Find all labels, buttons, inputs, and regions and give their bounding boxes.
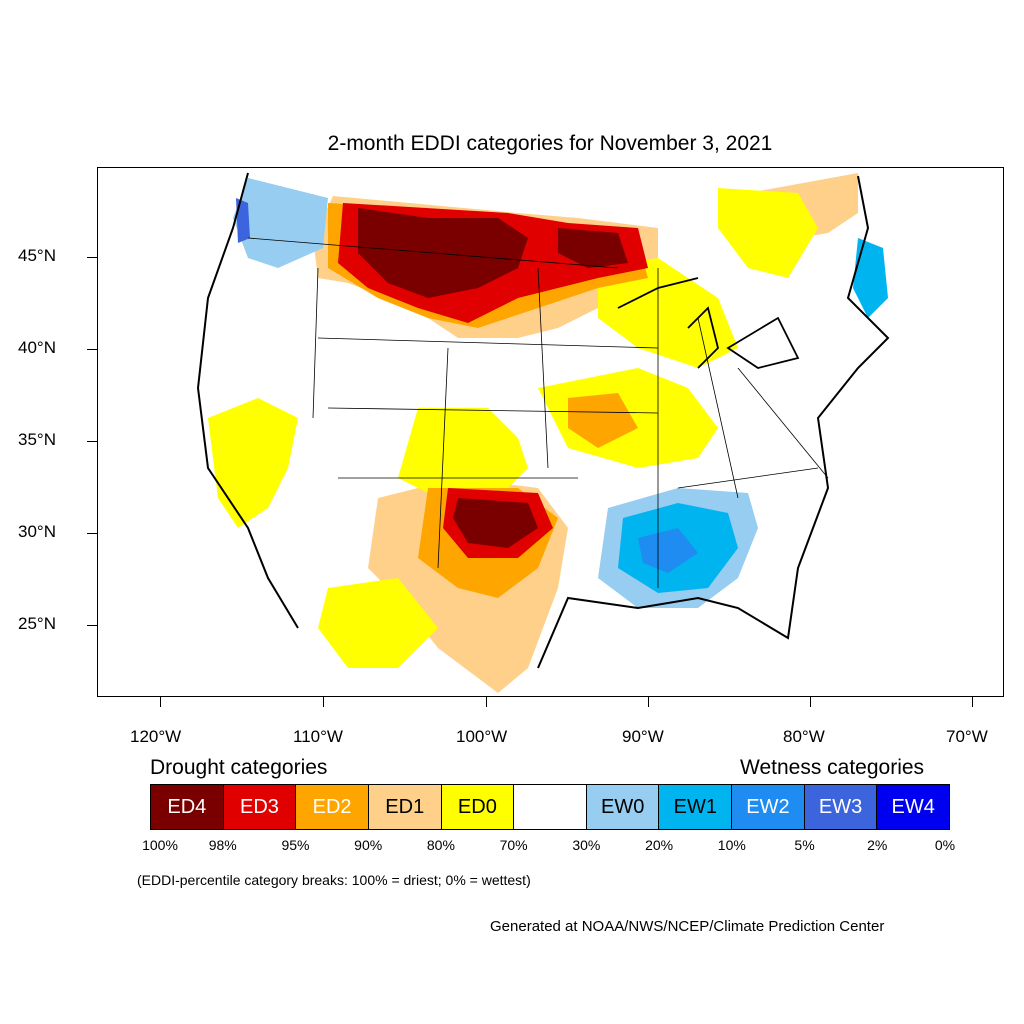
drought-categories-heading: Drought categories: [150, 756, 328, 779]
lon-label: 100°W: [456, 727, 508, 746]
lon-label: 90°W: [622, 727, 664, 746]
lon-label: 120°W: [130, 727, 182, 746]
lat-tick-30: [87, 533, 97, 534]
legend-break-label: 100%: [142, 837, 178, 853]
legend-break-label: 10%: [717, 837, 746, 853]
legend-swatch: EW2: [732, 785, 805, 829]
lat-label: 45°N: [18, 246, 56, 265]
lat-label: 40°N: [18, 338, 56, 357]
legend-swatch: EW0: [586, 785, 660, 829]
ew3-region-northwest: [236, 198, 250, 243]
legend-swatch: [514, 785, 587, 829]
ew-region-newengland: [853, 238, 888, 318]
lat-label: 30°N: [18, 522, 56, 541]
lat-label: 35°N: [18, 430, 56, 449]
lon-tick-70: [972, 697, 973, 707]
lat-tick-45: [87, 257, 97, 258]
lon-label: 80°W: [783, 727, 825, 746]
great-lakes: [617, 277, 800, 369]
legend-swatch: ED0: [441, 785, 515, 829]
legend-swatch: ED4: [151, 785, 224, 829]
legend-break-label: 95%: [281, 837, 310, 853]
lon-label: 70°W: [946, 727, 988, 746]
ew2-region-southeast: [638, 528, 698, 573]
lon-label: 110°W: [293, 727, 343, 746]
legend-break-label: 98%: [208, 837, 237, 853]
eddi-map: [196, 172, 890, 693]
legend-break-label: 20%: [645, 837, 674, 853]
legend-break-label: 80%: [426, 837, 455, 853]
lon-tick-90: [648, 697, 649, 707]
lon-tick-120: [160, 697, 161, 707]
legend-break-label: 5%: [794, 837, 815, 853]
legend-swatch: ED3: [223, 785, 297, 829]
ed0-region-west: [208, 398, 298, 528]
legend-swatch: EW4: [877, 785, 950, 829]
coastline: [196, 172, 890, 669]
ed0-region-plains: [398, 408, 528, 498]
ed0-region-northeast: [718, 188, 818, 278]
credit-text: Generated at NOAA/NWS/NCEP/Climate Predi…: [490, 918, 885, 935]
legend-break-label: 30%: [572, 837, 601, 853]
map-title: 2-month EDDI categories for November 3, …: [327, 132, 773, 155]
lat-tick-25: [87, 625, 97, 626]
lat-tick-40: [87, 349, 97, 350]
ed2-region-midwest: [568, 393, 638, 448]
legend-swatch: EW1: [659, 785, 733, 829]
state-boundaries: [247, 237, 829, 588]
lat-label: 25°N: [18, 614, 56, 633]
legend-break-label: 0%: [934, 837, 956, 853]
legend-color-bar: ED4 ED3 ED2 ED1 ED0 EW0 EW1 EW2 EW3 EW4: [150, 784, 950, 830]
ew-region-northwest: [233, 178, 328, 268]
legend-break-label: 70%: [499, 837, 528, 853]
legend-swatch: ED2: [296, 785, 369, 829]
ed4-region-south: [453, 498, 538, 548]
lon-tick-110: [323, 697, 324, 707]
category-note: (EDDI-percentile category breaks: 100% =…: [137, 872, 531, 888]
lon-tick-80: [810, 697, 811, 707]
ed0-region-southwest: [318, 578, 438, 668]
legend-break-label: 2%: [867, 837, 888, 853]
legend-swatch: ED1: [368, 785, 442, 829]
lon-tick-100: [486, 697, 487, 707]
lat-tick-35: [87, 441, 97, 442]
map-plot-area: [97, 167, 1004, 697]
legend-swatch: EW3: [804, 785, 878, 829]
wetness-categories-heading: Wetness categories: [740, 756, 925, 779]
ed4-region-northeast-plains: [558, 228, 628, 268]
legend-break-label: 90%: [354, 837, 383, 853]
ed4-region-north: [358, 208, 528, 298]
